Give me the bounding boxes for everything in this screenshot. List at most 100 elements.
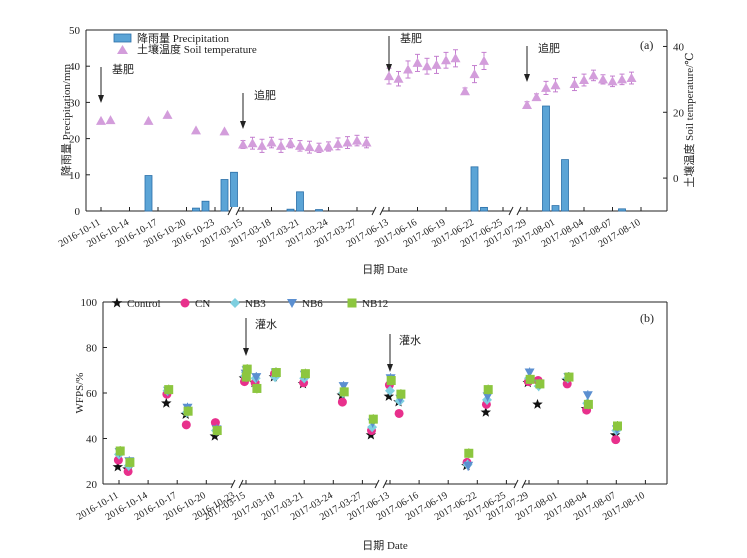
precipitation-bar [230,171,238,212]
panel-a-x-ticks: 2016-10-112016-10-142016-10-172016-10-20… [57,207,643,250]
precipitation-bar [561,159,569,212]
wfps-nb12-point [271,368,281,378]
legend-precipitation-swatch [113,33,132,43]
legend-cn-label: CN [195,298,210,310]
panel-b-y-ticks: 20 40 60 80 100 [81,297,107,491]
precipitation-bar [192,207,200,212]
wfps-nb12-point [241,372,251,382]
wfps-control-point [161,397,172,408]
soil-temperature-point [323,141,334,151]
soil-temperature-point [105,115,116,125]
fertilization-annotation-label: 基肥 [112,63,134,76]
wfps-nb6-point [338,382,349,392]
wfps-nb12-point [535,379,545,389]
wfps-cn-point [611,435,621,445]
axis-break-mark [238,479,244,489]
legend-soil-temperature-triangle [117,45,128,54]
soil-temperature-point [569,78,580,88]
panel-b-x-ticks: 2016-10-112016-10-142016-10-172016-10-20… [75,480,647,523]
legend-nb3-label: NB3 [245,298,266,310]
soil-temperature-point [393,73,404,83]
wfps-nb12-point [564,372,574,382]
wfps-nb3-point [367,422,378,433]
wfps-nb12-point [386,375,396,385]
wfps-cn-point [337,397,347,407]
soil-temperature-point [522,100,532,110]
irrigation-arrow-head [243,348,249,356]
panel-a-y-tick-label: 50 [69,25,81,37]
soil-temperature-point [257,140,267,150]
soil-temperature-point [191,125,201,135]
wfps-nb12-point [212,426,222,436]
legend-control-marker [111,297,123,308]
precipitation-bar [618,208,626,212]
panel-a-y2-tick-label: 0 [673,173,679,185]
panel-a-x-axis-label: 日期 Date [362,263,408,276]
precipitation-bar [144,175,153,212]
axis-break-mark [382,479,388,489]
axis-break-mark [227,206,233,216]
panel-b-y-tick-label: 60 [86,388,98,400]
precipitation-bar [220,179,229,212]
wfps-cn-point [123,466,133,476]
wfps-nb12-point [368,414,378,424]
legend-nb12-label: NB12 [362,298,388,310]
panel-a-y2-axis-label: 土壤温度 Soil temperature/℃ [682,52,696,187]
precipitation-bar [315,209,323,212]
soil-temperature-point [162,109,173,119]
axis-break-gap [516,480,524,488]
soil-temperature-point [333,138,343,148]
panel-a-label: (a) [640,38,653,52]
panel-b-y-tick-label: 80 [86,343,98,355]
panel-a-y-tick-label: 0 [75,206,81,218]
wfps-nb12-point [164,385,174,395]
wfps-nb12-point [300,369,310,379]
soil-temperature-point [598,74,608,84]
soil-temperature-point [450,53,461,63]
soil-temperature-point [607,76,618,86]
soil-temperature-point [276,140,286,150]
panel-a: 0 10 20 30 40 50 0 20 40 2016-10-112016-10-1420… [57,25,696,276]
panel-a-y2-ticks: 0 20 40 [663,41,685,185]
wfps-nb12-point [242,364,252,374]
soil-temperature-point [295,140,305,150]
panel-a-y-tick-label: 20 [69,134,81,146]
legend-control-label: Control [127,298,161,310]
soil-temperature-point [550,80,561,90]
panel-a-y2-tick-label: 20 [673,107,685,119]
panel-a-y2-tick-label: 40 [673,41,685,53]
wfps-nb12-point [525,374,535,384]
soil-temperature-point [412,57,423,67]
wfps-nb12-point [125,457,135,467]
precipitation-bar [542,105,550,212]
soil-temperature-point [431,59,442,69]
soil-temperature-point [626,73,637,83]
precipitation-bar [551,205,560,212]
panel-b-y-tick-label: 40 [86,434,98,446]
irrigation-annotation-label: 灌水 [399,334,421,347]
soil-temperature-point [384,71,394,81]
soil-temperature-point [304,142,315,152]
axis-break-mark [513,479,519,489]
wfps-nb6-point [251,373,262,383]
wfps-control-point [609,429,621,440]
wfps-nb12-point [583,399,593,409]
wfps-control-point [209,430,221,441]
precipitation-bar [201,200,210,212]
panel-b-y-tick-label: 100 [81,297,98,309]
axis-break-gap [230,207,238,215]
panel-a-y-tick-label: 40 [69,61,81,73]
soil-temperature-point [266,137,277,147]
precipitation-bar [470,166,479,212]
wfps-nb12-point [483,385,493,395]
soil-temperature-point [541,82,551,92]
legend-nb3-marker [230,298,240,308]
legend-soil-temperature-label: 土壤温度 Soil temperature [137,42,257,56]
legend-nb12-marker [347,298,357,308]
panel-a-y-tick-label: 10 [69,170,81,182]
soil-temperature-point [352,135,362,145]
soil-temperature-point [285,138,296,148]
